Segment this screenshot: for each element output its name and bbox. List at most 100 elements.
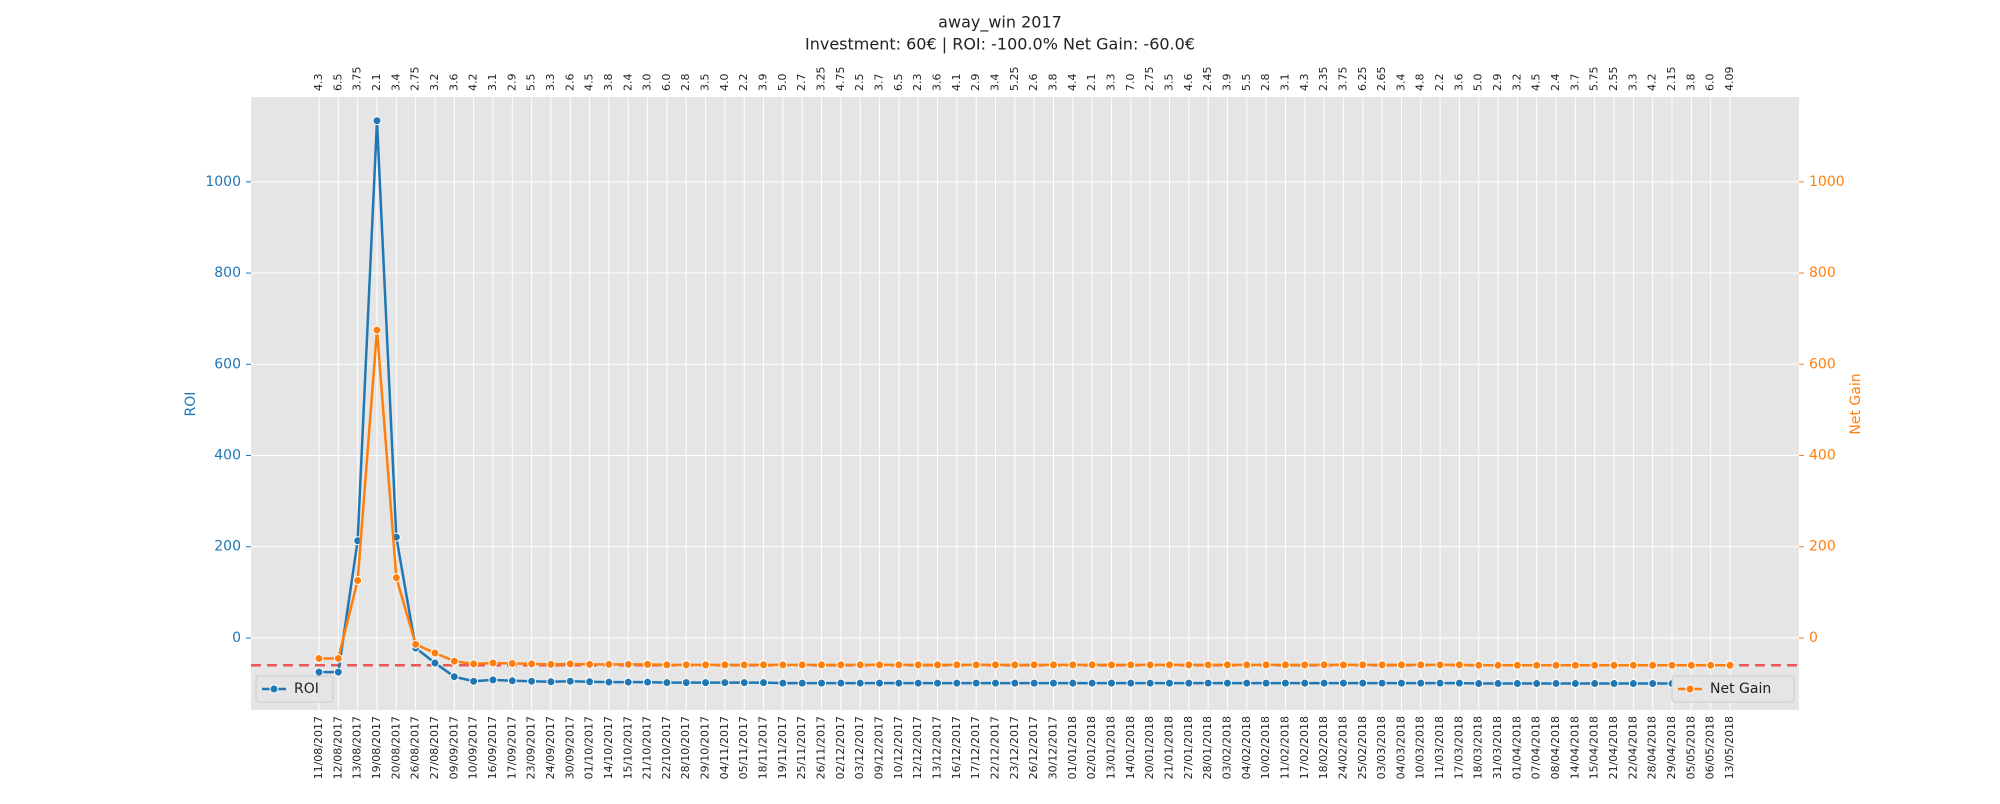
top-tick-label: 3.7 <box>873 74 886 92</box>
x-tick-label: 19/11/2017 <box>776 716 789 779</box>
top-tick-label: 2.4 <box>1549 74 1562 92</box>
point <box>1126 678 1136 688</box>
top-tick-label: 4.0 <box>718 74 731 92</box>
top-tick-label: 2.45 <box>1201 67 1214 92</box>
x-tick-label: 30/12/2017 <box>1046 716 1059 779</box>
point <box>488 658 498 668</box>
point <box>1242 678 1252 688</box>
y-axis-label: ROI <box>183 392 199 417</box>
y-tick-label: 200 <box>214 539 241 555</box>
top-tick-label: 3.0 <box>641 74 654 92</box>
legend-box <box>255 675 334 703</box>
point <box>1300 660 1310 670</box>
point <box>1667 660 1677 670</box>
top-tick-label: 4.5 <box>583 74 596 92</box>
top-tick-label: 2.7 <box>795 74 808 92</box>
point <box>1493 679 1503 689</box>
point <box>372 325 382 335</box>
legend-marker <box>269 684 279 694</box>
point <box>546 677 556 687</box>
x-tick-label: 24/02/2018 <box>1336 716 1349 779</box>
point <box>411 639 421 649</box>
x-tick-label: 20/08/2017 <box>389 716 402 779</box>
point <box>430 648 440 658</box>
point <box>1435 678 1445 688</box>
y2-tick-label: 800 <box>1809 265 1836 281</box>
point <box>797 678 807 688</box>
top-tick-label: 3.2 <box>1510 74 1523 92</box>
x-tick-label: 10/03/2018 <box>1414 716 1427 779</box>
y2-axis-label: Net Gain <box>1848 373 1864 434</box>
point <box>1493 660 1503 670</box>
x-tick-label: 25/11/2017 <box>795 716 808 779</box>
point <box>1261 660 1271 670</box>
x-tick-label: 17/12/2017 <box>969 716 982 779</box>
top-tick-label: 3.8 <box>602 74 615 92</box>
top-tick-label: 4.3 <box>1298 74 1311 92</box>
top-tick-label: 6.0 <box>660 74 673 92</box>
top-tick-label: 3.5 <box>1162 74 1175 92</box>
point <box>1319 660 1329 670</box>
top-tick-label: 2.9 <box>1491 74 1504 92</box>
point <box>1106 678 1116 688</box>
point <box>1106 660 1116 670</box>
x-tick-label: 17/09/2017 <box>505 716 518 779</box>
x-tick-label: 28/04/2018 <box>1646 716 1659 779</box>
point <box>488 675 498 685</box>
x-tick-label: 18/11/2017 <box>757 716 770 779</box>
point <box>759 678 769 688</box>
x-tick-label: 04/11/2017 <box>718 716 731 779</box>
point <box>739 678 749 688</box>
x-tick-label: 01/01/2018 <box>1066 716 1079 779</box>
x-tick-label: 23/09/2017 <box>525 716 538 779</box>
x-tick-label: 28/10/2017 <box>679 716 692 779</box>
point <box>1048 660 1058 670</box>
point <box>1145 678 1155 688</box>
top-tick-label: 5.5 <box>525 74 538 92</box>
top-tick-label: 2.5 <box>853 74 866 92</box>
point <box>1164 678 1174 688</box>
top-tick-label: 2.6 <box>563 74 576 92</box>
top-tick-label: 3.75 <box>1336 67 1349 92</box>
point <box>1532 679 1542 689</box>
point <box>604 659 614 669</box>
x-tick-label: 20/01/2018 <box>1143 716 1156 779</box>
x-tick-label: 01/10/2017 <box>583 716 596 779</box>
top-tick-label: 3.9 <box>1220 74 1233 92</box>
top-tick-label: 4.1 <box>950 74 963 92</box>
point <box>836 678 846 688</box>
point <box>1087 660 1097 670</box>
top-tick-label: 4.5 <box>1530 74 1543 92</box>
point <box>507 658 517 668</box>
y2-tick-label: 400 <box>1809 447 1836 463</box>
x-tick-label: 26/08/2017 <box>409 716 422 779</box>
x-tick-label: 23/12/2017 <box>1008 716 1021 779</box>
top-tick-label: 7.0 <box>1124 74 1137 92</box>
point <box>1338 678 1348 688</box>
top-tick-label: 3.4 <box>989 74 1002 92</box>
top-tick-label: 4.6 <box>1182 74 1195 92</box>
x-tick-label: 22/04/2018 <box>1626 716 1639 779</box>
top-tick-label: 6.0 <box>1704 74 1717 92</box>
top-tick-label: 2.2 <box>737 74 750 92</box>
top-tick-label: 2.8 <box>679 74 692 92</box>
point <box>701 660 711 670</box>
point <box>1203 660 1213 670</box>
point <box>469 676 479 686</box>
point <box>1222 678 1232 688</box>
point <box>662 678 672 688</box>
point <box>913 678 923 688</box>
point <box>1068 678 1078 688</box>
legend-label: Net Gain <box>1710 681 1771 697</box>
x-tick-label: 13/01/2018 <box>1104 716 1117 779</box>
top-tick-label: 5.75 <box>1588 67 1601 92</box>
top-tick-label: 3.7 <box>1568 74 1581 92</box>
x-tick-label: 22/12/2017 <box>989 716 1002 779</box>
point <box>1087 678 1097 688</box>
x-tick-label: 27/08/2017 <box>428 716 441 779</box>
y-tick-label: 1000 <box>205 174 241 190</box>
x-tick-label: 13/12/2017 <box>931 716 944 779</box>
point <box>565 659 575 669</box>
top-tick-label: 2.35 <box>1317 67 1330 92</box>
point <box>991 678 1001 688</box>
